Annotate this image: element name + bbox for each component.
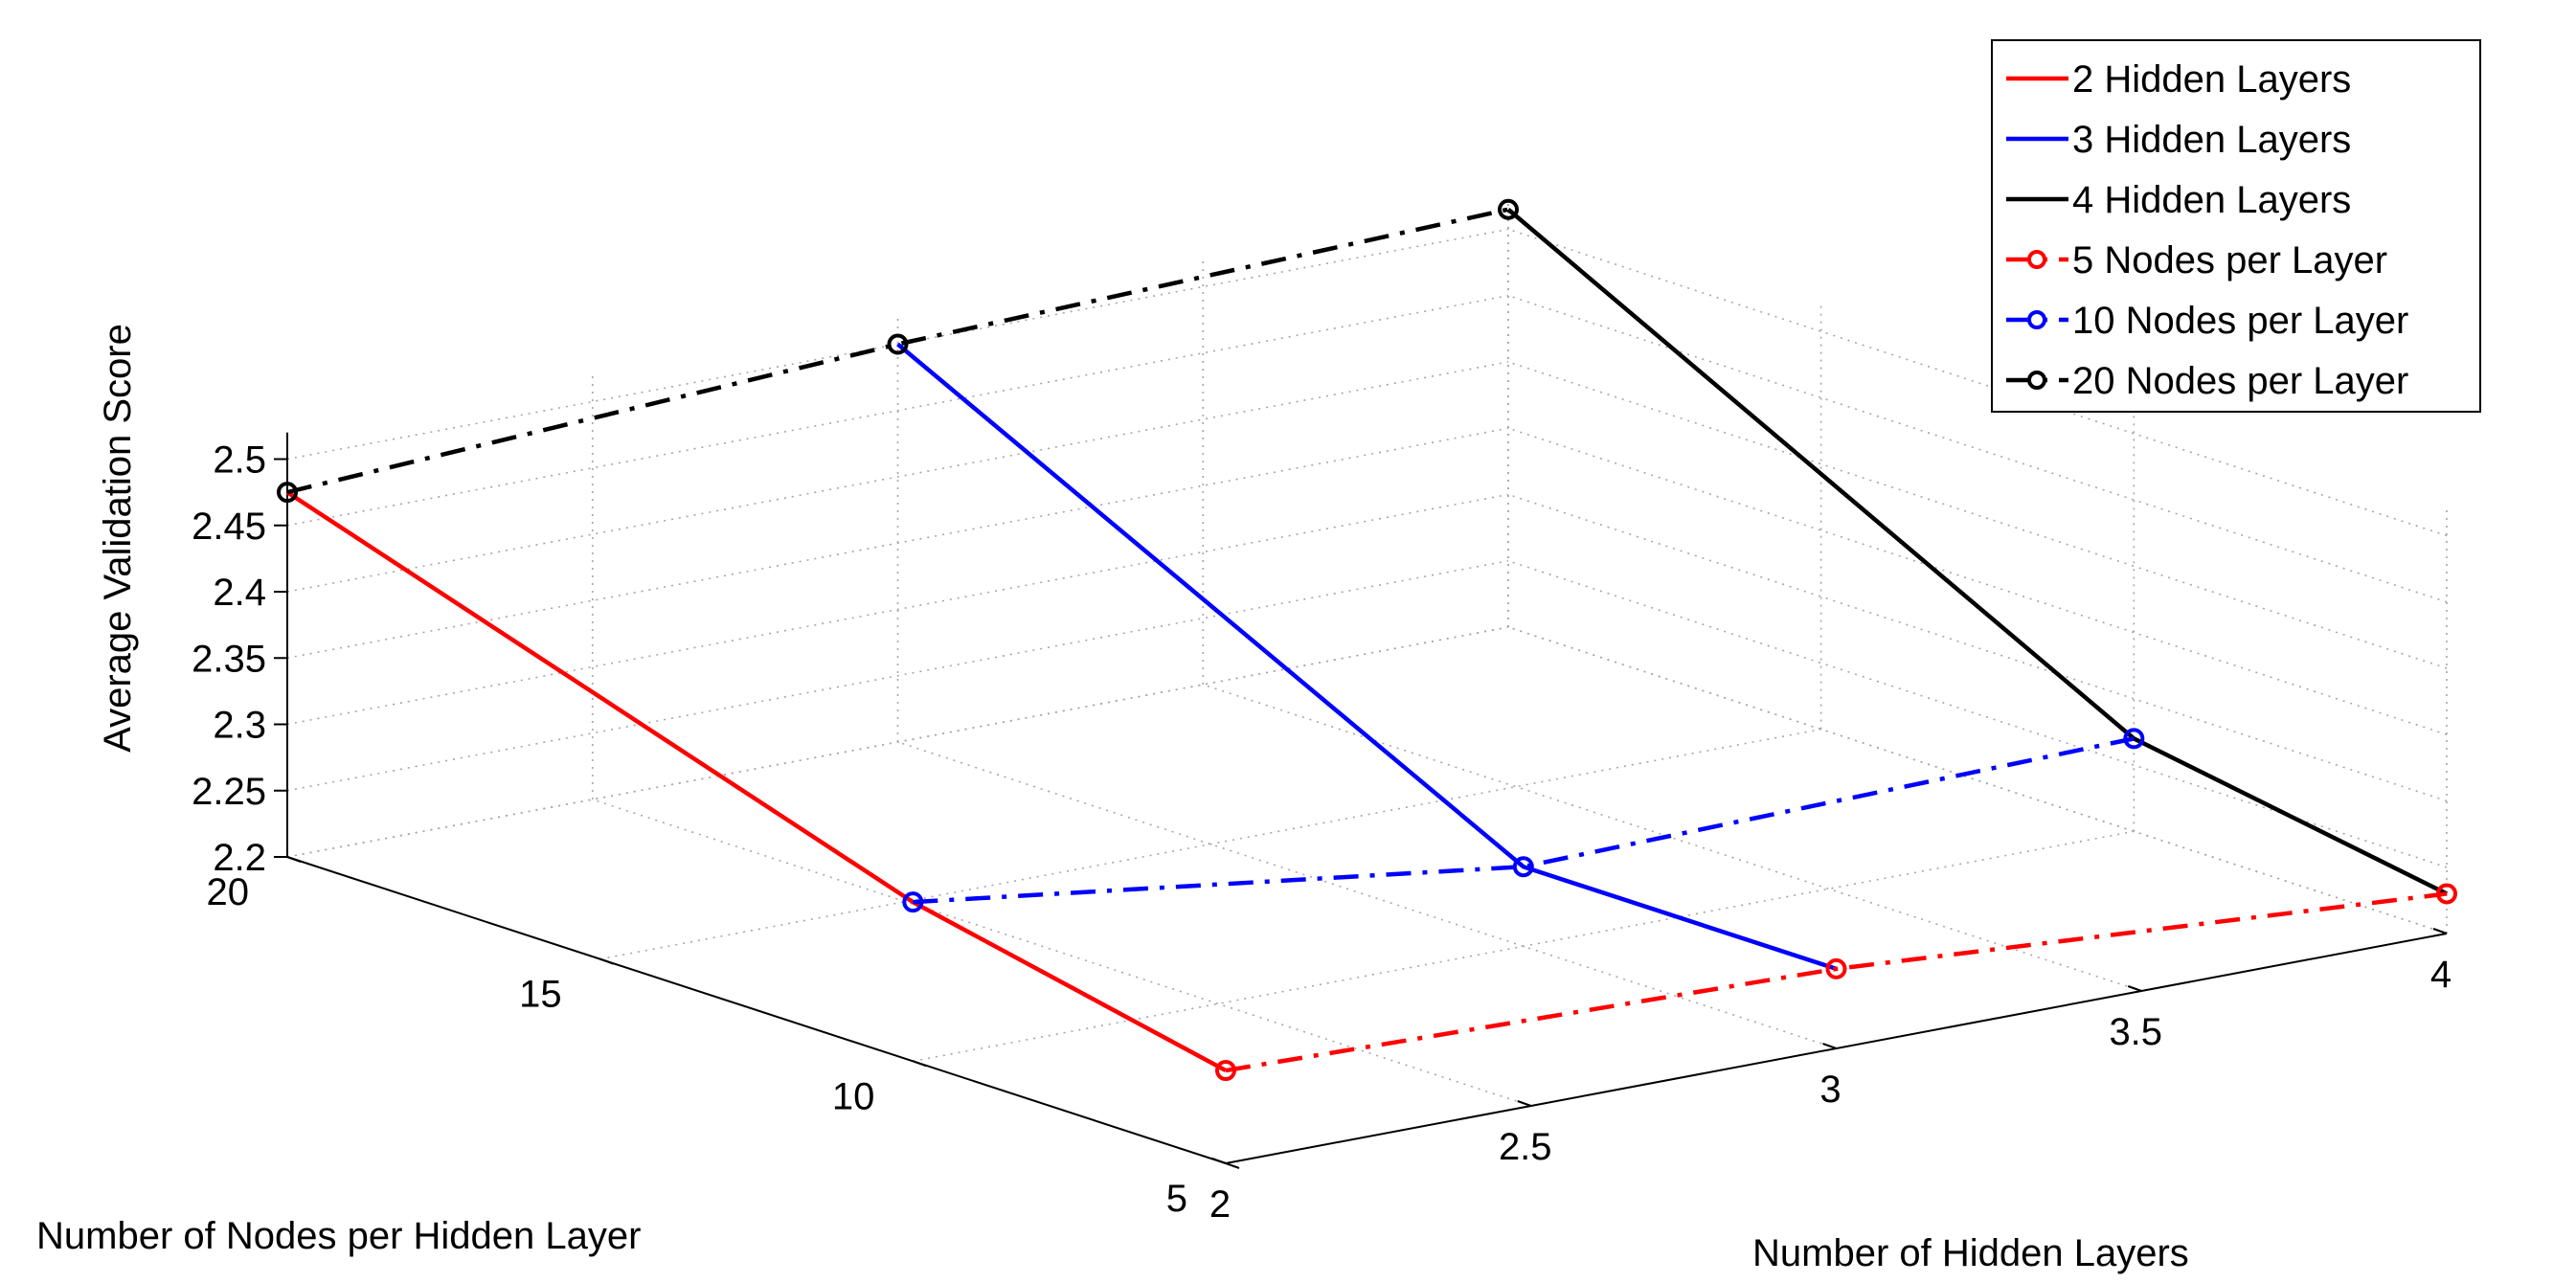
data-point-marker — [887, 333, 909, 355]
grid-line-floor-y — [913, 830, 2135, 1063]
z-tick-label: 2.2 — [213, 837, 266, 879]
data-point-marker — [1512, 856, 1534, 878]
legend-marker-sample — [2027, 310, 2046, 329]
z-tick-label: 2.5 — [213, 439, 266, 482]
data-point-marker — [1215, 1060, 1236, 1082]
grid-line-back-z — [286, 626, 1509, 858]
z-tick-label: 2.4 — [213, 572, 266, 614]
y-tick-label: 20 — [207, 871, 250, 913]
data-point-marker — [1825, 957, 1847, 979]
data-point-marker — [2123, 728, 2145, 750]
data-point-marker — [1498, 198, 1519, 220]
x-tick-label: 2 — [1209, 1183, 1231, 1226]
series-lines — [285, 207, 2448, 1073]
x-tick-mark — [1822, 1043, 1837, 1049]
grid-line-back-z — [286, 559, 1509, 792]
y-tick-label: 15 — [519, 974, 562, 1016]
grid-line-side-z — [1507, 427, 2448, 736]
legend-label: 3 Hidden Layers — [2072, 119, 2351, 161]
data-point-marker — [2436, 883, 2457, 905]
y-tick-label: 5 — [1166, 1178, 1187, 1220]
legend-label: 2 Hidden Layers — [2072, 58, 2351, 101]
grid-line-back-z — [286, 294, 1509, 527]
x-tick-label: 3 — [1819, 1069, 1841, 1111]
legend-marker-sample — [2027, 371, 2046, 390]
x-tick-label: 4 — [2430, 954, 2452, 996]
z-tick-label: 2.35 — [192, 638, 266, 680]
x-tick-mark — [1517, 1100, 1532, 1107]
tick-labels: 2 2.5 3 3.5 4 5 10 15 202.2 2.25 2.3 2.35 2.4 2.45 2.5 — [192, 439, 2452, 1227]
grid-line-back-z — [286, 493, 1509, 726]
grid-line-floor-x — [1203, 684, 2142, 992]
legend-label: 4 Hidden Layers — [2072, 179, 2351, 221]
y-axis-label: Number of Nodes per Hidden Layer — [36, 1215, 641, 1257]
grid-line-floor-x — [592, 799, 1531, 1107]
legend-label: 10 Nodes per Layer — [2072, 300, 2408, 342]
y-tick-mark — [286, 856, 302, 863]
x-tick-mark — [1211, 1158, 1227, 1164]
grid-line-floor-x — [1507, 626, 2448, 934]
legend: 2 Hidden Layers 3 Hidden Layers 4 Hidden L… — [1991, 39, 2481, 413]
x-tick-label: 3.5 — [2109, 1011, 2162, 1053]
grid-line-floor-y — [599, 728, 1821, 960]
data-point-marker — [277, 482, 298, 504]
x-axis-label: Number of Hidden Layers — [1752, 1232, 2189, 1274]
y-tick-mark — [599, 957, 615, 965]
y-axis-line — [286, 856, 1227, 1164]
z-tick-label: 2.25 — [192, 771, 266, 813]
grid-line-side-z — [1507, 493, 2448, 802]
series-markers — [277, 198, 2457, 1082]
z-axis-label: Average Validation Score — [97, 324, 139, 753]
series-line — [285, 490, 1228, 1073]
grid-line-side-z — [1507, 626, 2448, 934]
series-line — [896, 342, 1838, 972]
grid-line-back-z — [286, 361, 1509, 593]
legend-label: 5 Nodes per Layer — [2072, 239, 2387, 281]
axes — [274, 432, 2448, 1169]
series-line — [1225, 891, 2448, 1073]
legend-box — [1991, 39, 2481, 413]
y-tick-mark — [912, 1060, 927, 1068]
data-point-marker — [902, 891, 924, 913]
y-tick-mark — [1225, 1162, 1240, 1169]
z-tick-label: 2.45 — [192, 506, 266, 548]
x-tick-label: 2.5 — [1499, 1126, 1552, 1168]
y-tick-label: 10 — [832, 1075, 875, 1117]
legend-label: 20 Nodes per Layer — [2072, 360, 2408, 402]
z-tick-label: 2.3 — [213, 705, 266, 747]
grid-line-back-z — [286, 427, 1509, 660]
series-line — [913, 736, 2135, 905]
x-tick-mark — [2432, 928, 2448, 934]
legend-marker-sample — [2027, 250, 2046, 269]
x-tick-mark — [2127, 985, 2142, 992]
